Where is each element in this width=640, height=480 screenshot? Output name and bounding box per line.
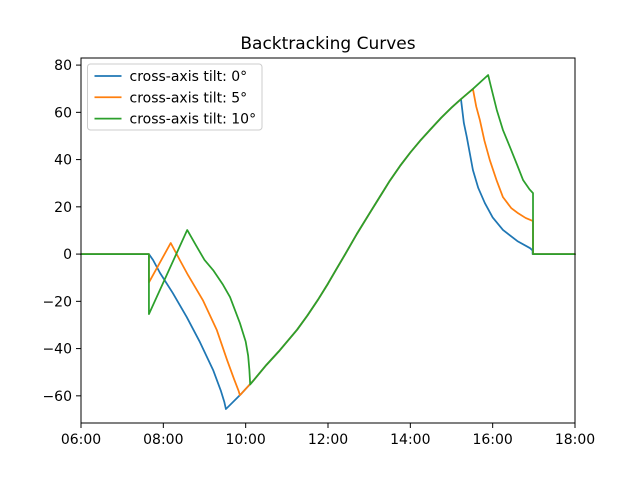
y-tick-label: −40 (42, 342, 72, 358)
y-tick-label: 40 (54, 153, 72, 169)
x-tick-label: 06:00 (61, 432, 101, 448)
y-tick-label: 80 (54, 58, 72, 74)
legend-label-2: cross-axis tilt: 10° (130, 112, 257, 128)
y-tick-label: 20 (54, 200, 72, 216)
x-tick-label: 16:00 (472, 432, 512, 448)
x-tick-label: 10:00 (225, 432, 265, 448)
x-tick-label: 12:00 (308, 432, 348, 448)
legend-label-1: cross-axis tilt: 5° (130, 90, 248, 106)
y-tick-label: 0 (63, 247, 72, 263)
x-tick-label: 18:00 (555, 432, 595, 448)
axes-ticks: 06:00 08:00 10:00 12:00 14:00 16:00 18:00 −60 −4… (42, 58, 595, 448)
legend: cross-axis tilt: 0° cross-axis tilt: 5° cr… (87, 63, 263, 131)
legend-frame (87, 63, 263, 131)
y-tick-label: 60 (54, 105, 72, 121)
y-tick-label: −60 (42, 389, 72, 405)
y-tick-label: −20 (42, 294, 72, 310)
legend-label-0: cross-axis tilt: 0° (130, 69, 248, 85)
series-line-1 (80, 88, 576, 396)
series-line-0 (80, 98, 576, 410)
plot-area (80, 74, 576, 410)
x-tick-label: 14:00 (390, 432, 430, 448)
series-line-2 (80, 74, 576, 386)
chart-title: Backtracking Curves (240, 34, 415, 54)
x-tick-label: 08:00 (143, 432, 183, 448)
